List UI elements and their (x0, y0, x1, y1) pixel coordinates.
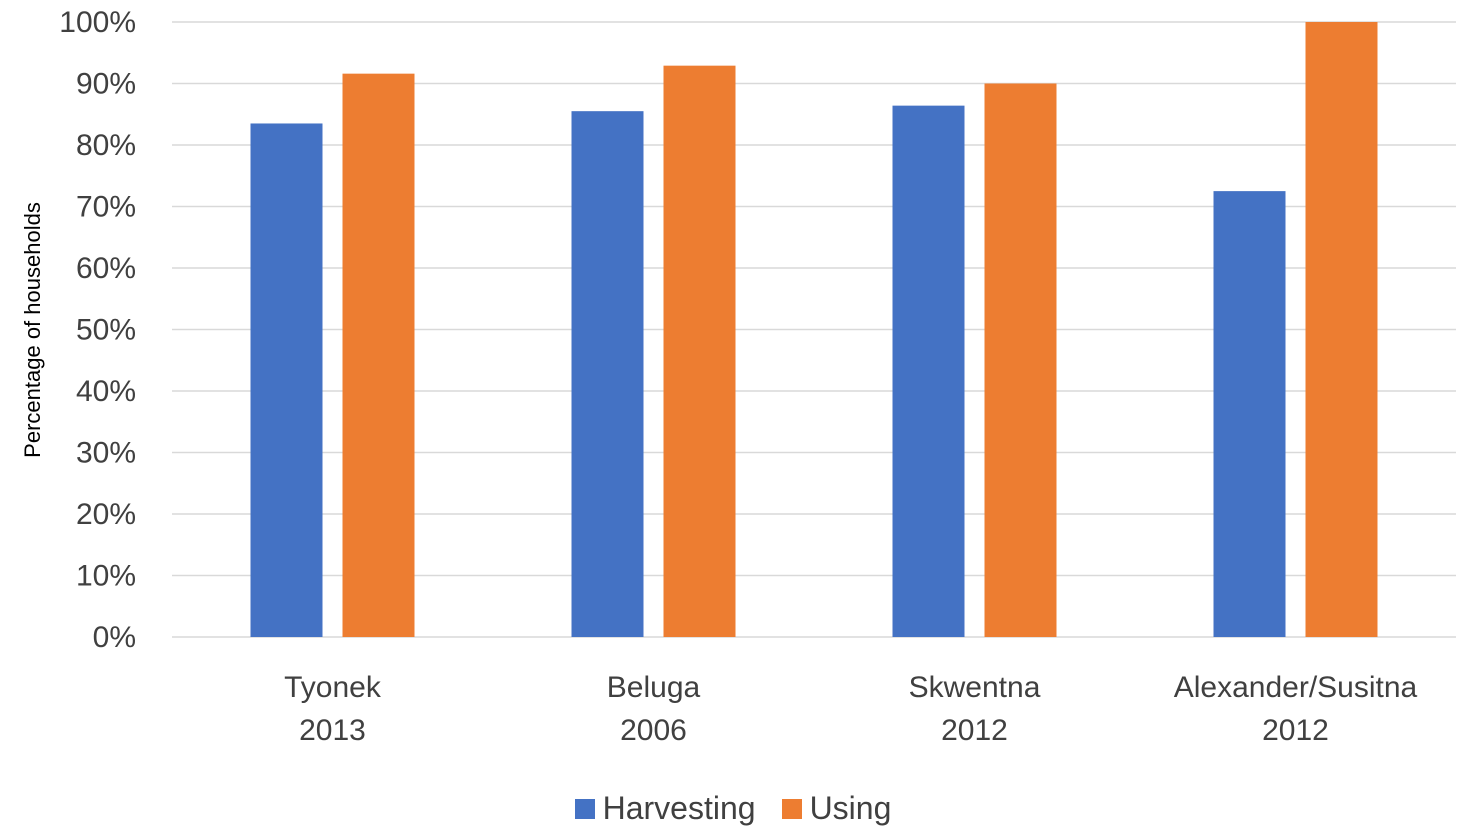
y-tick-label: 40% (76, 375, 136, 408)
legend-item-harvesting: Harvesting (574, 790, 756, 827)
legend-swatch-using (781, 798, 802, 819)
y-tick-label: 100% (59, 6, 136, 39)
y-tick-label: 10% (76, 560, 136, 593)
bars (250, 22, 1378, 638)
x-axis-labels: Tyonek 2013 Beluga 2006 Skwentna 2012 Alexande… (284, 671, 1417, 747)
bar-using (342, 73, 415, 637)
y-tick-label: 50% (76, 314, 136, 347)
bar-harvesting (1213, 191, 1286, 637)
y-axis-label: Percentage of households (20, 202, 45, 458)
legend-label-using: Using (809, 790, 892, 826)
y-tick-label: 80% (76, 129, 136, 162)
y-tick-label: 0% (93, 621, 136, 654)
bar-using (984, 83, 1057, 637)
bar-using (663, 65, 736, 638)
y-axis-ticks: 0% 10% 20% 30% 40% 50% 60% 70% 80% 90% 100% (59, 6, 136, 654)
y-tick-label: 60% (76, 252, 136, 285)
bar-harvesting (250, 123, 323, 638)
legend-swatch-harvesting (574, 798, 595, 819)
bar-harvesting (571, 111, 644, 638)
legend-label-harvesting: Harvesting (602, 790, 756, 826)
x-category-label: Beluga 2006 (607, 671, 701, 747)
x-category-label: Alexander/Susitna 2012 (1174, 671, 1418, 747)
x-category-label: Skwentna 2012 (909, 671, 1041, 747)
y-tick-label: 20% (76, 498, 136, 531)
y-tick-label: 30% (76, 437, 136, 470)
bar-harvesting (892, 105, 965, 637)
y-tick-label: 90% (76, 68, 136, 101)
x-category-label: Tyonek 2013 (284, 671, 382, 747)
legend-item-using: Using (781, 790, 892, 827)
chart: 0% 10% 20% 30% 40% 50% 60% 70% 80% 90% 100% Tyonek… (20, 6, 1456, 747)
bar-using (1305, 22, 1378, 637)
legend: Harvesting Using (0, 790, 1466, 827)
y-tick-label: 70% (76, 191, 136, 224)
